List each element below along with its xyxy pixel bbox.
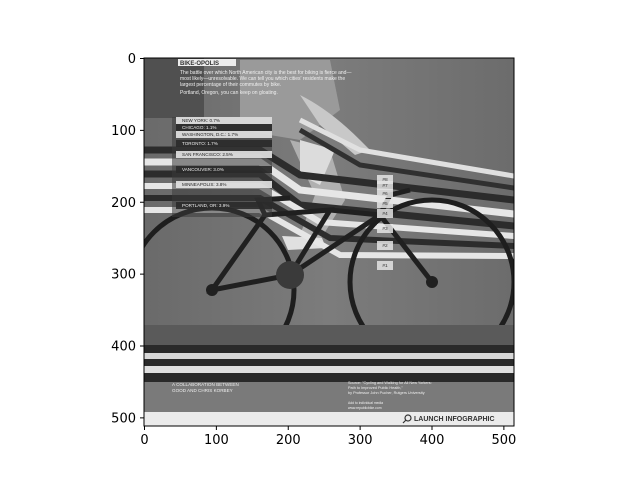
rank-marker [377, 224, 393, 233]
x-tick-label: 0 [140, 433, 148, 448]
rank-marker [377, 181, 393, 190]
city-label: TORONTO: 1.7% [182, 141, 218, 146]
intro-line-2: most likely—unresolvable. We can tell yo… [180, 76, 345, 82]
city-bar [176, 131, 272, 138]
intro-line-1: The battle over which North American cit… [180, 70, 351, 76]
city-bar [176, 151, 272, 158]
rank-label: #7 [382, 183, 388, 189]
city-bar [176, 181, 272, 188]
city-bar [176, 140, 272, 147]
launch-infographic-button[interactable]: LAUNCH INFOGRAPHIC [402, 414, 495, 424]
intro-line-3: largest percentage of their commutes by … [180, 82, 281, 88]
axes-frame [143, 57, 515, 427]
city-bar [176, 124, 272, 131]
x-tick-label: 100 [204, 433, 229, 448]
x-tick-label: 300 [348, 433, 373, 448]
city-label: MINNEAPOLIS: 3.8% [182, 182, 226, 187]
source-line-2: Path to Improved Public Health," [348, 386, 403, 390]
y-tick-label: 100 [111, 124, 136, 139]
x-tick-label: 400 [420, 433, 445, 448]
city-label: CHICAGO: 1.1% [182, 125, 216, 130]
y-tick-label: 500 [111, 411, 136, 426]
y-tick-label: 300 [111, 268, 136, 283]
infographic-image: BIKE-OPOLIS The battle over which North … [144, 58, 514, 426]
footer-small-2: www.republicbike.com [348, 406, 382, 410]
rank-marker [377, 175, 393, 184]
city-label: SAN FRANCISCO: 2.5% [182, 152, 233, 157]
city-label: WASHINGTON, D.C.: 1.7% [182, 132, 238, 137]
city-bar [176, 166, 272, 173]
rank-marker [377, 189, 393, 198]
rank-label: #2 [382, 243, 388, 249]
rank-label: #1 [382, 263, 388, 269]
city-bar [176, 117, 272, 124]
y-axis: 0 100 200 300 400 500 [111, 52, 144, 426]
tagline: Portland, Oregon, you can keep on gloati… [180, 90, 278, 96]
city-label: PORTLAND, OR: 3.9% [182, 203, 229, 208]
city-label: VANCOUVER: 3.0% [182, 167, 224, 172]
rank-marker [377, 199, 393, 208]
collab-line-2: GOOD AND CHRIS KORBEY [172, 388, 233, 393]
source-line-3: by Professor John Pucher, Rutgers Univer… [348, 391, 425, 395]
collab-line-1: A COLLABORATION BETWEEN [172, 382, 239, 387]
y-tick-label: 200 [111, 196, 136, 211]
x-axis: 0 100 200 300 400 500 [140, 426, 516, 448]
magnifier-icon [404, 414, 412, 422]
rank-marker [377, 209, 393, 218]
x-tick-label: 500 [491, 433, 516, 448]
x-tick-label: 200 [276, 433, 301, 448]
y-tick-label: 400 [111, 340, 136, 355]
rank-marker [377, 241, 393, 250]
city-list: NEW YORK: 0.7% CHICAGO: 1.1% WASHINGTON, D… [176, 117, 272, 209]
rank-label: #3 [382, 226, 388, 232]
rank-label: #6 [382, 191, 388, 197]
brand-title: BIKE-OPOLIS [180, 61, 219, 67]
source-line-1: Source: "Cycling and Walking for All New… [348, 381, 432, 385]
city-bar [176, 202, 272, 209]
rank-label: #8 [382, 177, 388, 183]
launch-label: LAUNCH INFOGRAPHIC [414, 416, 495, 423]
footer-small-1: Add to individual media [348, 401, 383, 405]
y-tick-label: 0 [128, 52, 136, 67]
rank-marker [377, 261, 393, 270]
rank-label: #5 [382, 201, 388, 207]
rank-label: #4 [382, 211, 388, 217]
city-label: NEW YORK: 0.7% [182, 118, 220, 123]
rank-list: #8#7 #6 #5 #4 #3 #2 #1 [377, 175, 393, 270]
